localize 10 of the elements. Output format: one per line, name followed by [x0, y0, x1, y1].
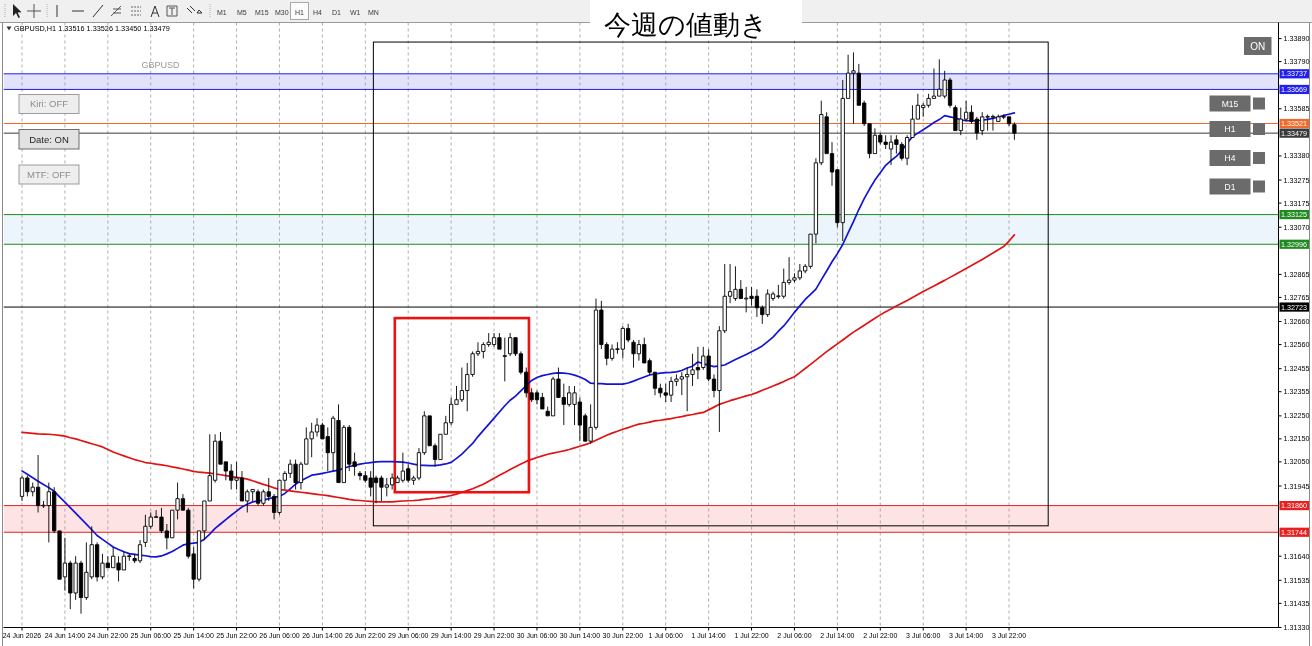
text: D1 — [1224, 181, 1236, 192]
text: H4 — [1224, 153, 1236, 164]
text: M15 — [1221, 98, 1239, 109]
annotation: MTF: OFF — [27, 168, 72, 180]
annotation: Date: ON — [29, 133, 69, 145]
chart-title: 今週の値動き — [604, 10, 768, 40]
text: H1 — [1224, 124, 1236, 135]
annotation: GBPUSD — [141, 59, 181, 70]
annotation: Kiri: OFF — [30, 98, 69, 110]
text: ON — [1250, 40, 1266, 52]
